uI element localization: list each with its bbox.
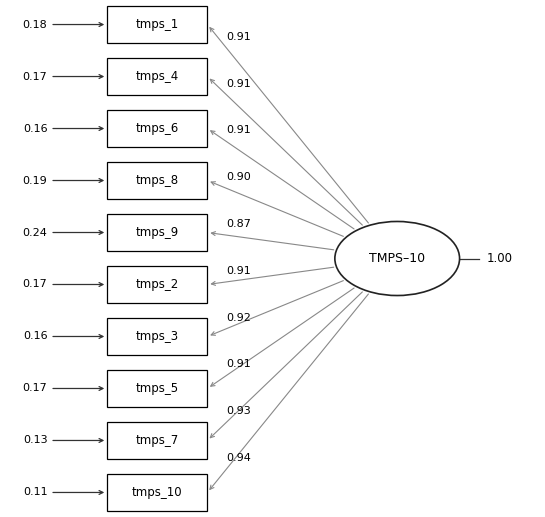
Text: 0.13: 0.13 bbox=[23, 435, 47, 446]
Text: 0.18: 0.18 bbox=[23, 20, 47, 29]
Text: tmps_2: tmps_2 bbox=[136, 278, 179, 291]
FancyBboxPatch shape bbox=[107, 370, 208, 407]
Text: 0.17: 0.17 bbox=[23, 71, 47, 82]
Text: 0.16: 0.16 bbox=[23, 124, 47, 133]
Text: 0.17: 0.17 bbox=[23, 280, 47, 290]
Text: tmps_1: tmps_1 bbox=[136, 18, 179, 31]
FancyBboxPatch shape bbox=[107, 58, 208, 95]
Text: tmps_10: tmps_10 bbox=[132, 486, 183, 499]
FancyBboxPatch shape bbox=[107, 422, 208, 459]
Text: 0.91: 0.91 bbox=[226, 266, 251, 276]
FancyBboxPatch shape bbox=[107, 6, 208, 43]
Text: 0.87: 0.87 bbox=[226, 219, 251, 229]
Text: tmps_3: tmps_3 bbox=[136, 330, 179, 343]
Text: tmps_6: tmps_6 bbox=[136, 122, 179, 135]
Text: TMPS–10: TMPS–10 bbox=[369, 252, 425, 265]
Text: 0.11: 0.11 bbox=[23, 488, 47, 497]
Text: 0.17: 0.17 bbox=[23, 384, 47, 393]
Text: 1.00: 1.00 bbox=[487, 252, 513, 265]
Text: 0.19: 0.19 bbox=[23, 175, 47, 186]
FancyBboxPatch shape bbox=[107, 162, 208, 199]
Text: 0.91: 0.91 bbox=[226, 79, 251, 88]
Text: tmps_7: tmps_7 bbox=[136, 434, 179, 447]
Text: tmps_9: tmps_9 bbox=[136, 226, 179, 239]
Text: 0.24: 0.24 bbox=[22, 227, 47, 237]
Ellipse shape bbox=[335, 221, 459, 296]
Text: 0.91: 0.91 bbox=[226, 359, 251, 369]
Text: tmps_4: tmps_4 bbox=[136, 70, 179, 83]
FancyBboxPatch shape bbox=[107, 266, 208, 303]
Text: 0.91: 0.91 bbox=[226, 32, 251, 42]
FancyBboxPatch shape bbox=[107, 214, 208, 251]
Text: 0.16: 0.16 bbox=[23, 331, 47, 342]
FancyBboxPatch shape bbox=[107, 474, 208, 511]
FancyBboxPatch shape bbox=[107, 318, 208, 355]
Text: 0.94: 0.94 bbox=[226, 453, 251, 463]
Text: 0.93: 0.93 bbox=[226, 406, 251, 416]
FancyBboxPatch shape bbox=[107, 110, 208, 147]
Text: 0.90: 0.90 bbox=[226, 172, 251, 182]
Text: 0.92: 0.92 bbox=[226, 312, 251, 323]
Text: 0.91: 0.91 bbox=[226, 125, 251, 135]
Text: tmps_5: tmps_5 bbox=[136, 382, 179, 395]
Text: tmps_8: tmps_8 bbox=[136, 174, 179, 187]
